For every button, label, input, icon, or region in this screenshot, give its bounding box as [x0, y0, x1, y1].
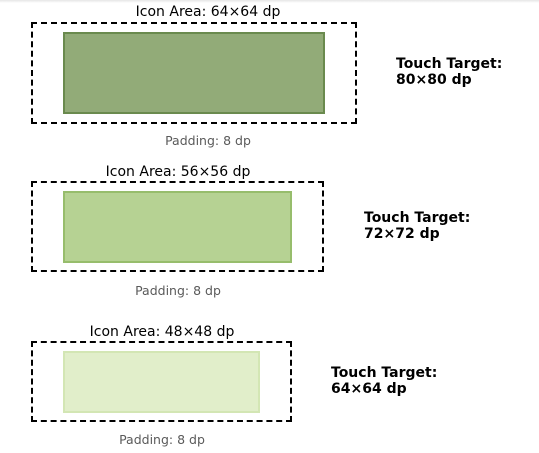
touch-target-title: Touch Target: [331, 365, 438, 381]
padding-label: Padding: 8 dp [135, 283, 221, 298]
touch-target-title: Touch Target: [364, 210, 471, 226]
touch-target-box [31, 181, 324, 272]
touch-target-label: Touch Target: 72×72 dp [364, 210, 470, 242]
touch-target-box [31, 341, 292, 422]
touch-target-size: 80×80 dp [396, 72, 472, 88]
icon-area [63, 32, 325, 114]
touch-target-size: 64×64 dp [331, 381, 407, 397]
icon-area [63, 351, 260, 413]
touch-target-title: Touch Target: [396, 56, 503, 72]
touch-target-label: Touch Target: 80×80 dp [396, 56, 502, 88]
top-edge-shadow [0, 0, 539, 3]
icon-area [63, 191, 292, 263]
touch-target-label: Touch Target: 64×64 dp [331, 365, 437, 397]
icon-area-label: Icon Area: 56×56 dp [105, 164, 251, 180]
padding-label: Padding: 8 dp [165, 133, 251, 148]
padding-label: Padding: 8 dp [119, 432, 205, 447]
touch-target-box [31, 22, 357, 124]
icon-area-label: Icon Area: 48×48 dp [89, 324, 235, 340]
touch-target-size: 72×72 dp [364, 226, 440, 242]
icon-area-label: Icon Area: 64×64 dp [135, 4, 281, 20]
